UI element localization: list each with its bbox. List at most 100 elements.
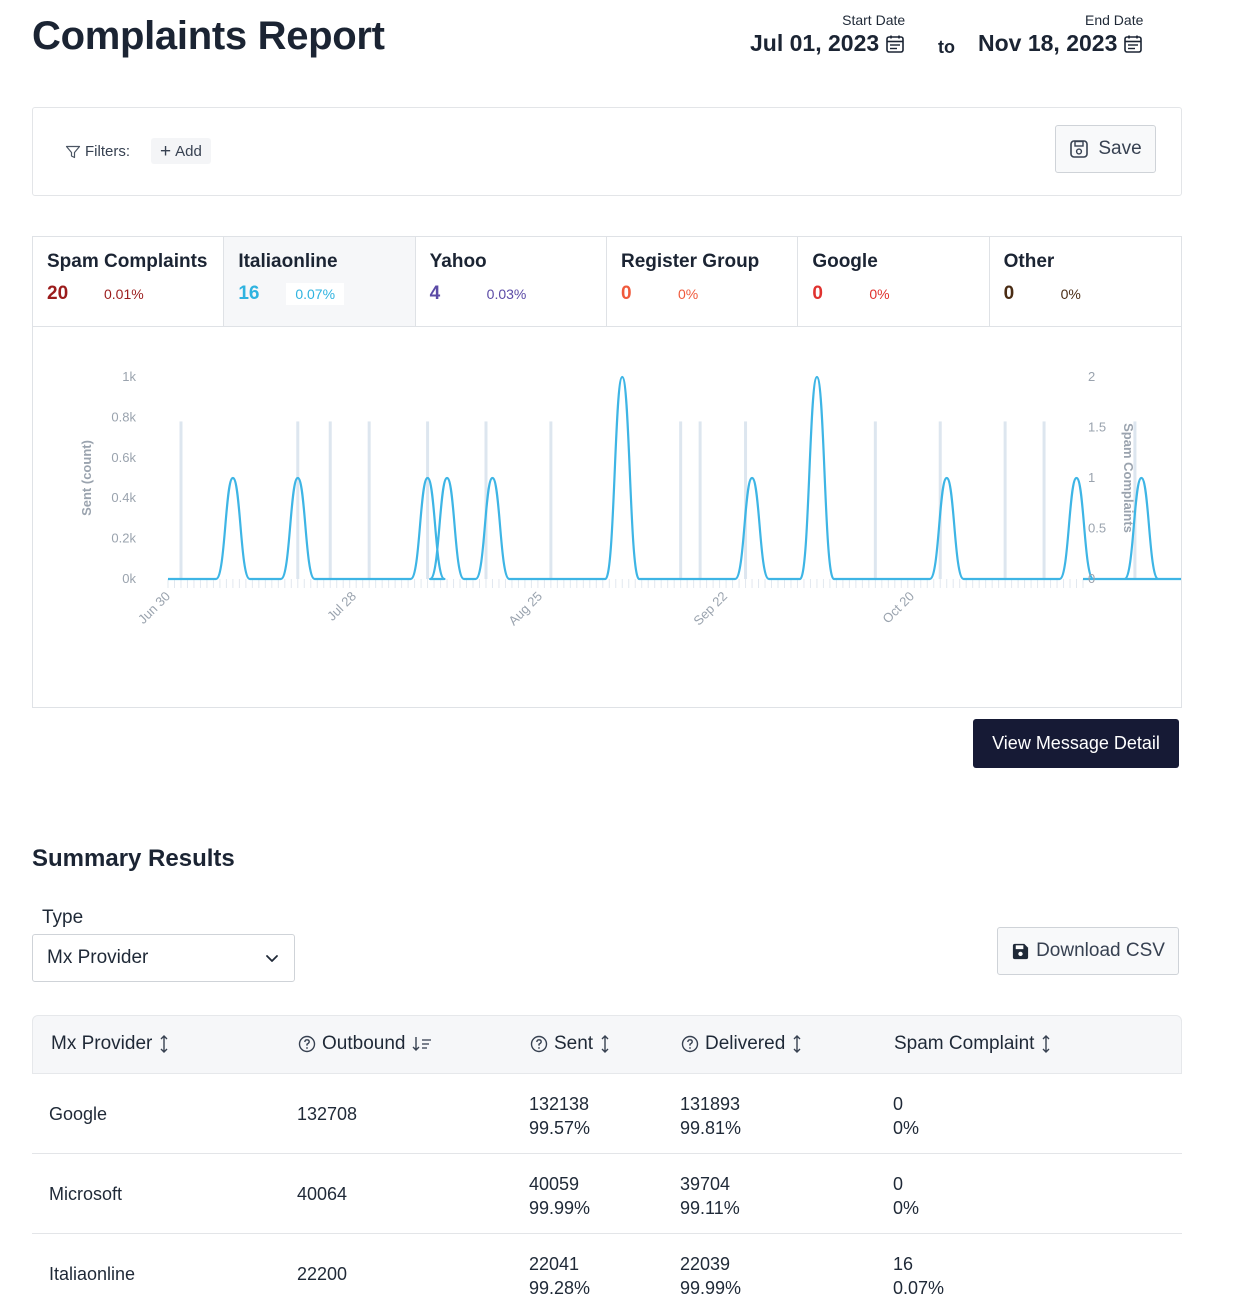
sent-bar (296, 421, 300, 579)
y-axis-tick-label: 0.2k (111, 531, 136, 546)
provider-tab[interactable]: Register Group 0 0% (606, 237, 799, 326)
sent-bar (484, 421, 488, 579)
y2-axis-tick-label: 1.5 (1088, 420, 1106, 435)
y-axis-tick-label: 1k (122, 369, 136, 384)
provider-tab-count: 20 (47, 283, 69, 304)
cell-spam-complaint: 16 0.07% (893, 1252, 944, 1300)
cell-outbound: 132708 (297, 1104, 358, 1124)
provider-tab[interactable]: Google 0 0% (798, 237, 990, 326)
y-axis-tick-label: 0k (122, 571, 136, 586)
provider-tab-percent: 0.01% (104, 286, 144, 302)
provider-tab-name: Google (812, 251, 878, 272)
provider-tab-count: 16 (238, 283, 260, 304)
filters-label: Filters: (65, 143, 130, 160)
sent-bar (367, 421, 371, 579)
column-header-sent[interactable]: Sent (530, 1033, 611, 1055)
cell-delivered-count: 39704 (680, 1174, 731, 1194)
sort-icon[interactable] (791, 1034, 803, 1054)
end-date-group[interactable]: End Date Nov 18, 2023 (978, 12, 1143, 57)
save-button-label: Save (1098, 138, 1142, 159)
cell-spam-count: 0 (893, 1174, 904, 1194)
x-axis-tick-label: Jun 30 (135, 589, 173, 627)
summary-title: Summary Results (32, 845, 235, 872)
y2-axis-title: Spam Complaints (1121, 423, 1136, 533)
column-header-spam-complaint[interactable]: Spam Complaint (894, 1033, 1052, 1055)
floppy-disk-icon (1012, 943, 1029, 959)
provider-tab-count: 0 (1003, 283, 1015, 304)
provider-tab-name: Register Group (620, 251, 760, 272)
download-csv-button[interactable]: Download CSV (997, 927, 1179, 975)
provider-tab-name: Spam Complaints (47, 251, 208, 272)
provider-tab-count: 0 (812, 283, 823, 304)
view-message-detail-button[interactable]: View Message Detail (973, 719, 1179, 768)
column-header-outbound[interactable]: Outbound (298, 1033, 433, 1055)
sent-bar (328, 421, 332, 579)
help-circle-icon[interactable] (298, 1035, 316, 1053)
cell-outbound: 22200 (297, 1264, 348, 1284)
sort-icon[interactable] (1040, 1034, 1052, 1054)
start-date-value[interactable]: Jul 01, 2023 (750, 30, 880, 56)
cell-sent-count: 40059 (529, 1174, 580, 1194)
add-filter-label: Add (175, 142, 202, 160)
end-date-value[interactable]: Nov 18, 2023 (978, 30, 1118, 56)
y-axis-tick-label: 0.6k (111, 450, 136, 465)
provider-tab-percent: 0.03% (486, 286, 527, 302)
cell-sent-percent: 99.57% (529, 1118, 591, 1138)
help-circle-icon[interactable] (681, 1035, 699, 1053)
sent-bar (1003, 421, 1007, 579)
column-header-label: Delivered (705, 1033, 786, 1054)
cell-spam-count: 16 (893, 1254, 914, 1274)
sort-icon[interactable] (158, 1034, 170, 1054)
filters-label-text: Filters: (85, 143, 130, 160)
y2-axis-tick-label: 0.5 (1088, 521, 1106, 536)
cell-provider: Italiaonline (49, 1264, 136, 1284)
calendar-icon[interactable] (885, 34, 905, 54)
sent-bar (426, 421, 430, 579)
cell-sent: 22041 99.28% (529, 1252, 590, 1300)
type-select[interactable]: Mx Provider (32, 934, 295, 982)
sort-descending-icon[interactable] (411, 1035, 433, 1053)
help-circle-icon[interactable] (530, 1035, 548, 1053)
start-date-group[interactable]: Start Date Jul 01, 2023 (750, 12, 905, 57)
provider-tab[interactable]: Spam Complaints 20 0.01% (33, 237, 225, 326)
provider-tab-name: Other (1003, 251, 1055, 272)
provider-tab-count: 0 (620, 283, 632, 304)
table-row: Microsoft 40064 40059 99.99% 39704 99.11% 0 0% (32, 1154, 1182, 1234)
sent-bar (698, 421, 702, 579)
y-axis-tick-label: 0.8k (111, 409, 136, 424)
date-range-separator: to (938, 37, 955, 57)
provider-tab[interactable]: Italiaonline 16 0.07% (224, 237, 416, 326)
provider-tab-count: 4 (429, 283, 441, 304)
provider-tab-percent: 0% (1060, 286, 1081, 302)
sort-icon[interactable] (599, 1034, 611, 1054)
cell-delivered-percent: 99.99% (680, 1278, 742, 1298)
provider-tab[interactable]: Other 0 0% (989, 237, 1181, 326)
start-date-caption: Start Date (842, 12, 906, 28)
sent-bar (1133, 421, 1137, 579)
sent-bar (938, 421, 942, 579)
x-axis-tick-label: Aug 25 (505, 589, 545, 629)
cell-delivered-percent: 99.81% (680, 1118, 742, 1138)
floppy-disk-icon (1070, 140, 1089, 158)
spam-complaints-line (168, 375, 1181, 581)
column-header-label: Mx Provider (51, 1033, 153, 1054)
cell-delivered-count: 131893 (680, 1094, 741, 1114)
cell-delivered-percent: 99.11% (680, 1198, 740, 1218)
provider-tab-name: Italiaonline (238, 251, 338, 272)
provider-tab[interactable]: Yahoo 4 0.03% (415, 237, 607, 326)
sent-bar (744, 421, 748, 579)
cell-spam-percent: 0% (893, 1198, 920, 1218)
calendar-icon[interactable] (1123, 34, 1143, 54)
x-axis-tick-label: Sep 22 (690, 589, 730, 629)
provider-tab-percent: 0% (677, 286, 699, 302)
column-header-label: Outbound (322, 1033, 406, 1054)
save-button[interactable]: Save (1055, 125, 1156, 173)
y2-axis-tick-label: 2 (1088, 369, 1095, 384)
column-header-delivered[interactable]: Delivered (681, 1033, 803, 1055)
end-date-caption: End Date (1085, 12, 1144, 28)
sent-bar (549, 421, 553, 579)
add-filter-button[interactable]: + Add (151, 138, 211, 164)
column-header-mx-provider[interactable]: Mx Provider (51, 1033, 170, 1055)
y-axis-title: Sent (count) (79, 440, 94, 516)
cell-sent-count: 132138 (529, 1094, 590, 1114)
